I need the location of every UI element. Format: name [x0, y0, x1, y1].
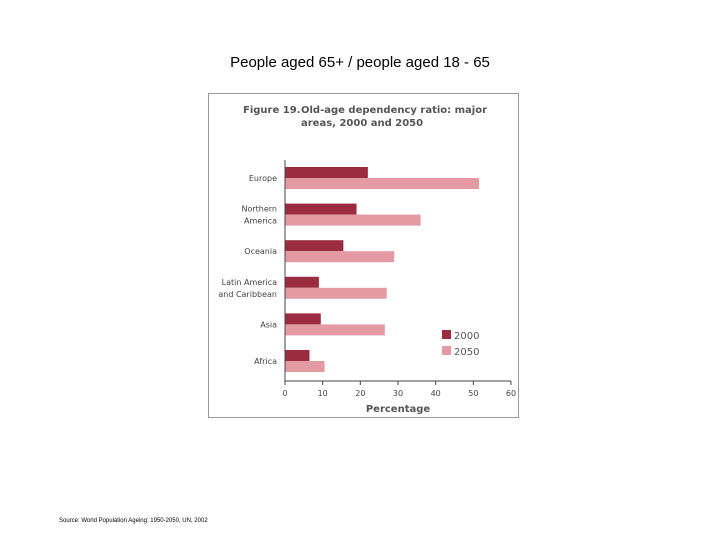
- figure-title: Figure 19.Old-age dependency ratio: majo…: [243, 104, 513, 130]
- category-label: Northern: [241, 205, 277, 214]
- x-tick-label: 60: [506, 389, 516, 398]
- category-label: America: [244, 217, 277, 226]
- bar-2000-4: [285, 313, 321, 325]
- figure-title-line-2: areas, 2000 and 2050: [301, 118, 424, 129]
- category-label: Latin America: [222, 278, 277, 287]
- category-label: Africa: [254, 357, 277, 366]
- bar-2050-5: [285, 361, 325, 372]
- x-tick-label: 30: [393, 389, 403, 398]
- x-tick-label: 20: [355, 389, 365, 398]
- x-tick-label: 50: [468, 389, 478, 398]
- bar-2000-3: [285, 276, 319, 288]
- figure-title-line-1: Old-age dependency ratio: major: [301, 105, 488, 116]
- category-label: Asia: [260, 320, 277, 329]
- bar-2000-2: [285, 240, 344, 252]
- bar-2050-0: [285, 178, 479, 189]
- source-note: Source: World Population Ageing: 1950-20…: [59, 518, 208, 524]
- legend-swatch-2050: [442, 346, 451, 355]
- bar-2000-5: [285, 350, 310, 361]
- category-label: Europe: [249, 174, 277, 183]
- x-tick-label: 40: [431, 389, 441, 398]
- bar-2050-1: [285, 214, 421, 226]
- bar-2000-0: [285, 167, 368, 178]
- legend-swatch-2000: [442, 330, 451, 339]
- x-tick-label: 10: [318, 389, 328, 398]
- slide-title: People aged 65+ / people aged 18 - 65: [230, 54, 490, 71]
- bar-2050-2: [285, 251, 395, 263]
- bar-2050-3: [285, 287, 387, 299]
- category-label: Oceania: [244, 247, 277, 256]
- x-axis-title: Percentage: [366, 404, 431, 415]
- bar-2000-1: [285, 203, 357, 215]
- x-tick-label: 0: [282, 389, 287, 398]
- legend-label-2000: 2000: [454, 331, 479, 342]
- legend-label-2050: 2050: [454, 347, 479, 358]
- category-label: and Caribbean: [218, 290, 277, 299]
- figure-number: Figure 19.: [243, 105, 301, 116]
- bar-2050-4: [285, 324, 385, 336]
